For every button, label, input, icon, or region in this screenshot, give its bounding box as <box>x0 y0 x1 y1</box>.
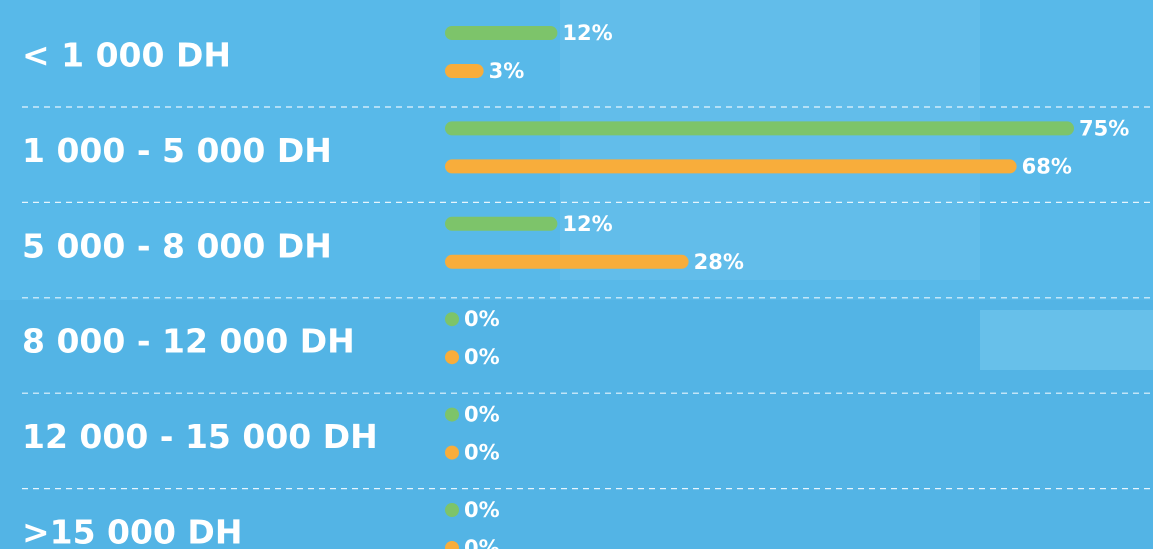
bar <box>445 64 484 78</box>
category-label: 8 000 - 12 000 DH <box>22 322 355 361</box>
bar <box>445 216 558 231</box>
photo-building <box>560 0 980 280</box>
value-label: 0% <box>464 345 500 369</box>
value-label: 3% <box>489 59 525 83</box>
category-label: 1 000 - 5 000 DH <box>22 131 332 170</box>
category-label: 5 000 - 8 000 DH <box>22 226 332 265</box>
value-label: 0% <box>464 536 500 549</box>
photo-car <box>980 310 1153 370</box>
bar <box>445 26 558 40</box>
photo-harbor <box>0 300 1153 549</box>
category-label: >15 000 DH <box>22 513 242 549</box>
value-label: 0% <box>464 307 500 331</box>
bar <box>445 121 1074 136</box>
bar <box>445 350 459 365</box>
value-label: 12% <box>562 21 612 45</box>
bar <box>445 312 459 327</box>
bar <box>445 445 459 460</box>
category-label: < 1 000 DH <box>22 36 231 75</box>
value-label: 68% <box>1022 154 1072 178</box>
value-label: 0% <box>464 403 500 427</box>
category-label: 12 000 - 15 000 DH <box>22 417 378 456</box>
bar <box>445 254 689 269</box>
bar <box>445 503 459 517</box>
value-label: 12% <box>562 212 612 236</box>
value-label: 28% <box>694 250 744 274</box>
value-label: 0% <box>464 441 500 465</box>
value-label: 0% <box>464 498 500 522</box>
bar <box>445 541 459 549</box>
bar <box>445 407 459 422</box>
bar <box>445 159 1017 174</box>
value-label: 75% <box>1079 116 1129 140</box>
